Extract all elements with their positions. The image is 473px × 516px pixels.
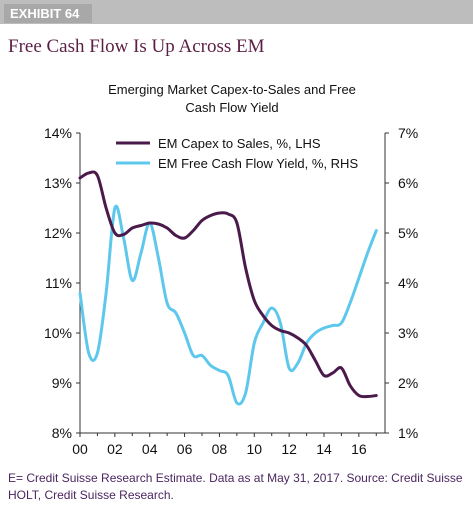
left-axis-tick-label: 9% [52, 375, 72, 391]
right-axis-tick-label: 5% [398, 225, 418, 241]
page-title: Free Cash Flow Is Up Across EM [8, 36, 265, 57]
chart-title-line: Cash Flow Yield [185, 100, 278, 115]
x-axis-tick-label: 06 [177, 441, 193, 457]
x-axis-tick-label: 10 [246, 441, 262, 457]
left-axis-tick-label: 8% [52, 425, 72, 441]
right-axis-tick-label: 4% [398, 275, 418, 291]
series-line-capex [78, 170, 378, 399]
right-axis-tick-label: 1% [398, 425, 418, 441]
right-axis-tick-label: 2% [398, 375, 418, 391]
footnote: E= Credit Suisse Research Estimate. Data… [8, 471, 463, 502]
left-axis-tick-label: 14% [44, 125, 72, 141]
legend-label: EM Free Cash Flow Yield, %, RHS [158, 156, 358, 171]
left-axis-tick-label: 10% [44, 325, 72, 341]
exhibit-label: EXHIBIT 64 [4, 4, 92, 23]
x-axis-tick-label: 08 [212, 441, 228, 457]
right-axis-tick-label: 6% [398, 175, 418, 191]
right-axis-tick-label: 7% [398, 125, 418, 141]
x-axis-tick-label: 12 [281, 441, 297, 457]
x-axis-tick-label: 14 [316, 441, 332, 457]
x-axis-tick-label: 00 [72, 441, 88, 457]
series-line-fcf-yield [78, 204, 378, 406]
x-axis-tick-label: 16 [351, 441, 367, 457]
chart-title-line: Emerging Market Capex-to-Sales and Free [108, 82, 356, 97]
left-axis-tick-label: 11% [45, 275, 72, 291]
x-axis-tick-label: 04 [142, 441, 158, 457]
left-axis-tick-label: 13% [44, 175, 72, 191]
legend-label: EM Capex to Sales, %, LHS [158, 136, 321, 151]
right-axis-tick-label: 3% [398, 325, 418, 341]
left-axis-tick-label: 12% [44, 225, 72, 241]
x-axis-tick-label: 02 [107, 441, 123, 457]
